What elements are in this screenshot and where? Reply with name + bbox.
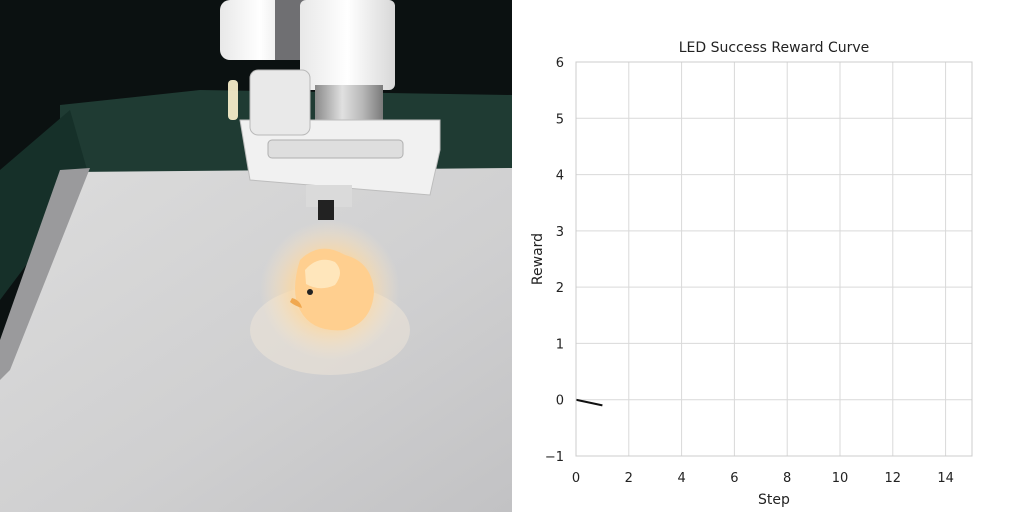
plot-frame [575, 61, 973, 457]
y-tick-label: 6 [556, 56, 564, 71]
robot-scene-image [0, 0, 512, 512]
chart-title: LED Success Reward Curve [679, 40, 870, 56]
x-tick-label: 14 [937, 471, 954, 486]
y-tick-label: −1 [545, 450, 564, 465]
x-tick-label: 0 [572, 471, 580, 486]
x-tick-label: 10 [832, 471, 849, 486]
x-tick-label: 4 [677, 471, 685, 486]
x-axis-label: Step [758, 492, 790, 508]
reward-chart-svg: LED Success Reward Curve 0 2 4 6 8 10 12 14−101… [530, 40, 973, 508]
x-tick-label: 8 [783, 471, 791, 486]
y-tick-label: 3 [556, 225, 564, 240]
y-tick-label: 1 [556, 337, 564, 352]
y-tick-label: 4 [556, 169, 564, 184]
x-tick-label: 6 [730, 471, 738, 486]
grid-layer [575, 61, 972, 457]
y-axis-label: Reward [530, 233, 546, 285]
series-layer [575, 398, 603, 407]
reward-chart: LED Success Reward Curve 0 2 4 6 8 10 12 14 −1 0 1… [512, 0, 1024, 512]
robot-camera-photo [0, 0, 512, 512]
y-tick-label: 5 [556, 112, 564, 127]
y-tick-label: 2 [556, 281, 564, 296]
x-tick-label: 12 [885, 471, 902, 486]
x-tick-label: 2 [625, 471, 633, 486]
reward-series-line [575, 398, 603, 407]
y-tick-label: 0 [556, 394, 564, 409]
